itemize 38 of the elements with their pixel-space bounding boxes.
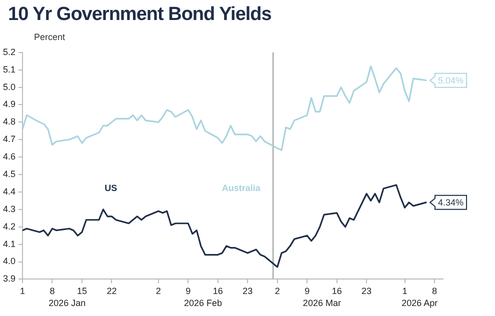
- y-tick-label: 4.5: [2, 169, 16, 180]
- x-tick-label: 2: [274, 286, 280, 296]
- x-tick-label: 16: [332, 286, 342, 296]
- x-tick-label: 1: [20, 286, 26, 296]
- y-tick-label: 3.9: [2, 274, 16, 284]
- x-tick-label: 2: [156, 286, 161, 296]
- y-tick-label: 5.1: [2, 64, 16, 74]
- x-tick-label: 9: [304, 286, 310, 296]
- y-tick-label: 4.8: [2, 116, 16, 127]
- y-tick-label: 4.2: [2, 221, 16, 232]
- x-tick-label: 1: [402, 286, 408, 296]
- x-tick-label: 16: [212, 286, 223, 296]
- data-label: 4.34%: [438, 197, 464, 208]
- x-tick-label: 23: [242, 286, 253, 296]
- y-tick-label: 4.6: [2, 152, 16, 162]
- y-tick-label: 5.0: [2, 82, 16, 92]
- chart-title: 10 Yr Government Bond Yields: [8, 4, 272, 26]
- text: 2026 Feb: [184, 298, 222, 308]
- x-tick-label: 8: [432, 286, 438, 296]
- y-tick-label: 4.0: [2, 256, 16, 266]
- x-tick-label: 22: [106, 286, 117, 296]
- series-label: US: [104, 182, 118, 193]
- y-tick-label: 4.9: [2, 99, 16, 110]
- text: 2026 Jan: [48, 298, 86, 308]
- x-tick-label: 9: [186, 286, 191, 296]
- x-tick-label: 8: [50, 286, 55, 296]
- y-axis-title: Percent: [34, 32, 66, 42]
- text: 2026 Apr: [402, 298, 438, 308]
- y-tick-label: 4.3: [2, 204, 16, 214]
- x-tick-label: 23: [362, 286, 372, 296]
- text: Australia: [222, 182, 262, 193]
- data-label: 5.04%: [438, 75, 464, 86]
- x-tick-label: 15: [76, 286, 87, 296]
- y-tick-label: 5.2: [2, 46, 16, 57]
- y-tick-label: 4.7: [2, 134, 16, 144]
- y-tick-label: 4.4: [2, 186, 16, 196]
- y-tick-label: 4.1: [2, 238, 16, 249]
- text: 2026 Mar: [302, 298, 341, 308]
